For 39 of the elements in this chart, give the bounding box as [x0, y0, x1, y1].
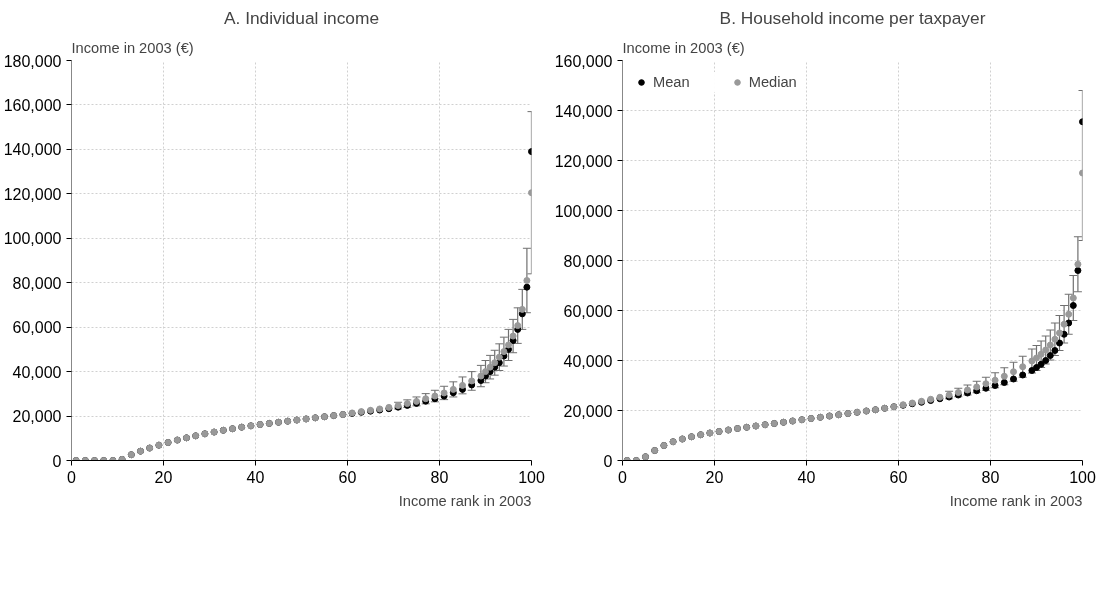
y-tick-label: 20,000	[563, 402, 613, 420]
x-tick-label: 20	[154, 468, 173, 486]
y-tick-label: 120,000	[3, 185, 62, 203]
legend-label: Median	[748, 74, 797, 90]
y-tick-label: 160,000	[3, 96, 62, 114]
y-tick-label: 160,000	[554, 52, 613, 70]
y-tick-label: 100,000	[3, 230, 62, 248]
y-tick-label: 80,000	[563, 252, 613, 270]
x-tick-label: 40	[797, 468, 816, 486]
y-tick-label: 40,000	[563, 352, 613, 370]
y-tick-label: 80,000	[12, 274, 62, 292]
x-axis-title: Income rank in 2003	[398, 492, 532, 509]
y-axis-title: Income in 2003 (€)	[622, 39, 745, 56]
y-tick-label: 40,000	[12, 363, 62, 381]
y-tick-label: 100,000	[554, 202, 613, 220]
x-tick-label: 60	[889, 468, 908, 486]
x-tick-label: 80	[430, 468, 449, 486]
x-tick-label: 100	[518, 468, 545, 486]
x-tick-label: 0	[618, 468, 628, 486]
x-tick-label: 20	[705, 468, 724, 486]
y-axis-title: Income in 2003 (€)	[71, 39, 194, 56]
chart-title: B. Household income per taxpayer	[719, 7, 986, 28]
y-tick-label: 0	[603, 452, 613, 470]
x-tick-label: 60	[338, 468, 357, 486]
legend-label: Mean	[653, 74, 690, 90]
x-tick-label: 40	[246, 468, 265, 486]
y-tick-label: 60,000	[563, 302, 613, 320]
y-tick-label: 120,000	[554, 152, 613, 170]
x-tick-label: 0	[67, 468, 77, 486]
y-tick-label: 0	[52, 452, 62, 470]
chart-title: A. Individual income	[223, 7, 380, 28]
x-tick-label: 100	[1069, 468, 1096, 486]
y-tick-label: 140,000	[554, 102, 613, 120]
x-tick-label: 80	[981, 468, 1000, 486]
y-tick-label: 180,000	[3, 52, 62, 70]
y-tick-label: 60,000	[12, 319, 62, 337]
x-axis-title: Income rank in 2003	[949, 492, 1083, 509]
y-tick-label: 140,000	[3, 141, 62, 159]
y-tick-label: 20,000	[12, 408, 62, 426]
